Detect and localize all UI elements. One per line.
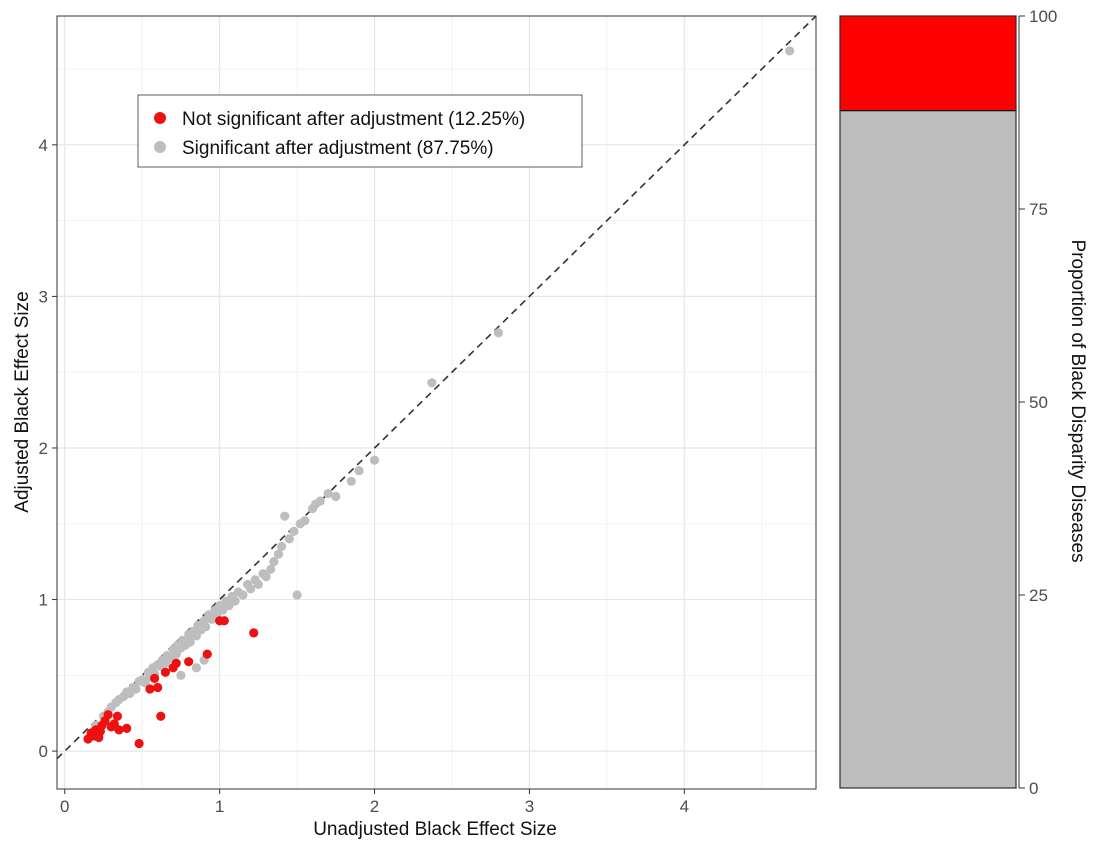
- bar-panel: 0 25 50 75 100 Proportion of Black Disparity…: [839, 7, 1088, 798]
- bar-segments: [839, 15, 1017, 789]
- x-tick-label: 4: [680, 797, 689, 816]
- y-tick-label: 4: [39, 136, 48, 155]
- x-tick-label: 2: [370, 797, 379, 816]
- y-tick-label: 0: [39, 742, 48, 761]
- legend-marker-not-significant: [154, 112, 166, 124]
- significant-point: [315, 496, 325, 506]
- significant-point: [273, 549, 284, 559]
- significant-point: [185, 637, 195, 647]
- scatter-points: [83, 46, 795, 749]
- significant-point: [493, 328, 504, 338]
- bar-tick-label: 50: [1029, 393, 1048, 412]
- significant-point: [280, 511, 290, 521]
- not-significant-point: [103, 710, 113, 720]
- significant-point: [289, 526, 299, 536]
- y-tick-label: 1: [39, 591, 48, 610]
- legend: Not significant after adjustment (12.25%…: [137, 94, 583, 168]
- significant-point: [354, 466, 364, 476]
- significant-point: [201, 622, 211, 632]
- legend-marker-significant: [154, 141, 166, 153]
- bar-segment-not-significant: [839, 15, 1017, 112]
- significant-point: [191, 663, 202, 673]
- significant-point: [277, 541, 287, 552]
- significant-point: [292, 590, 302, 600]
- y-tick-label: 3: [39, 287, 48, 306]
- significant-point: [323, 488, 333, 499]
- significant-point: [238, 590, 248, 600]
- not-significant-point: [156, 711, 166, 721]
- x-axis-label: Unadjusted Black Effect Size: [313, 819, 557, 840]
- not-significant-point: [160, 667, 171, 677]
- not-significant-point: [145, 684, 155, 694]
- not-significant-point: [249, 628, 259, 638]
- significant-point: [253, 579, 263, 589]
- significant-point: [266, 564, 276, 574]
- not-significant-point: [202, 649, 212, 659]
- significant-point: [300, 516, 310, 526]
- bar-tick-label: 100: [1029, 7, 1057, 26]
- significant-point: [176, 670, 186, 680]
- significant-point: [261, 572, 271, 582]
- significant-point: [131, 684, 141, 694]
- significant-point: [269, 557, 279, 567]
- not-significant-point: [219, 616, 229, 626]
- x-tick-label: 0: [60, 797, 69, 816]
- x-tick-label: 1: [215, 797, 224, 816]
- bar-axis-label: Proportion of Black Disparity Diseases: [1067, 239, 1088, 562]
- legend-box: [137, 94, 583, 168]
- y-axis-label: Adjusted Black Effect Size: [12, 291, 33, 512]
- y-tick-label: 2: [39, 439, 48, 458]
- significant-point: [346, 476, 356, 486]
- x-tick-label: 3: [525, 797, 534, 816]
- bar-segment-significant: [839, 109, 1017, 789]
- significant-point: [230, 596, 240, 606]
- not-significant-point: [114, 725, 124, 735]
- not-significant-point: [184, 657, 194, 667]
- bar-tick-label: 75: [1029, 200, 1048, 219]
- x-axis-ticks: 0 1 2 3 4: [60, 789, 689, 816]
- significant-point: [246, 584, 256, 594]
- y-axis-ticks: 0 1 2 3 4: [39, 136, 57, 761]
- scatter-panel: 0 1 2 3 4 0 1 2 3 4 Unadjusted Black Effect Size…: [12, 15, 817, 840]
- bar-panel-border: [839, 15, 1017, 789]
- not-significant-point: [149, 673, 160, 683]
- scatter-panel-border: [56, 15, 817, 790]
- not-significant-point: [122, 723, 132, 733]
- bar-tick-label: 25: [1029, 586, 1048, 605]
- legend-label-significant: Significant after adjustment (87.75%): [182, 138, 494, 159]
- legend-label-not-significant: Not significant after adjustment (12.25%…: [182, 109, 525, 130]
- bar-axis-ticks: 0 25 50 75 100: [1018, 7, 1057, 798]
- not-significant-point: [134, 738, 144, 749]
- significant-point: [785, 46, 795, 56]
- significant-point: [369, 455, 380, 465]
- not-significant-point: [171, 658, 181, 668]
- not-significant-point: [153, 682, 163, 693]
- significant-point: [427, 378, 437, 388]
- bar-tick-label: 0: [1029, 779, 1038, 798]
- identity-reference-line: [56, 15, 817, 760]
- significant-point: [284, 534, 294, 544]
- significant-point: [331, 491, 341, 502]
- not-significant-point: [112, 711, 123, 721]
